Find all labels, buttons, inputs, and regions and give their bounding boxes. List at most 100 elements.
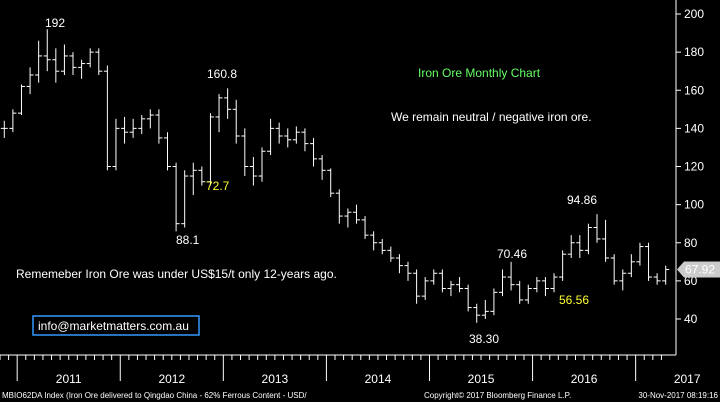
y-tick-label: 100 bbox=[684, 198, 704, 212]
ohlc-bar bbox=[129, 118, 137, 138]
ohlc-bar bbox=[447, 280, 455, 297]
ohlc-bar bbox=[352, 204, 360, 224]
ohlc-bar bbox=[206, 113, 214, 186]
ohlc-bar bbox=[653, 273, 661, 285]
x-tick-label: 2014 bbox=[365, 372, 392, 386]
ohlc-bar bbox=[60, 44, 68, 75]
ohlc-bar bbox=[155, 109, 163, 144]
ohlc-bar bbox=[267, 118, 275, 156]
data-label-low-2012: 88.1 bbox=[176, 233, 200, 247]
ohlc-bar bbox=[17, 84, 25, 116]
ohlc-bar bbox=[430, 269, 438, 285]
ohlc-bar bbox=[78, 59, 86, 79]
ohlc-bar bbox=[550, 273, 558, 293]
ohlc-bar bbox=[533, 277, 541, 293]
y-tick-label: 40 bbox=[684, 312, 698, 326]
footer-copyright: Copyright© 2017 Bloomberg Finance L.P. bbox=[424, 391, 571, 400]
ohlc-bar bbox=[344, 208, 352, 228]
ohlc-bar bbox=[438, 269, 446, 293]
x-tick-label: 2016 bbox=[571, 372, 598, 386]
ohlc-bar bbox=[662, 265, 670, 285]
ohlc-bar bbox=[413, 269, 421, 304]
ohlc-bar bbox=[224, 88, 232, 119]
ohlc-bar bbox=[567, 235, 575, 258]
ohlc-bar bbox=[456, 277, 464, 293]
x-axis: 2011 2012 2013 2014 2015 2016 2017 bbox=[0, 355, 701, 386]
ohlc-bar bbox=[95, 48, 103, 75]
ohlc-bar bbox=[559, 250, 567, 281]
ohlc-bar bbox=[499, 269, 506, 297]
ohlc-bar bbox=[507, 261, 515, 291]
data-label-peak-2011: 192 bbox=[45, 16, 65, 30]
ohlc-bar bbox=[301, 128, 309, 152]
ohlc-bar bbox=[121, 116, 129, 144]
ohlc-bar bbox=[335, 189, 343, 224]
y-tick-label: 180 bbox=[684, 45, 704, 59]
ohlc-bar bbox=[318, 155, 326, 180]
ohlc-bar bbox=[215, 94, 223, 133]
ohlc-bar bbox=[395, 254, 403, 274]
ohlc-bar bbox=[421, 277, 429, 300]
data-label-low-2015: 38.30 bbox=[469, 332, 499, 346]
history-note: Rememeber Iron Ore was under US$15/t onl… bbox=[16, 267, 337, 281]
ohlc-bars bbox=[0, 29, 670, 323]
x-tick-label: 2017 bbox=[674, 372, 701, 386]
ohlc-bar bbox=[576, 235, 584, 258]
ohlc-bar bbox=[112, 118, 120, 171]
data-label-low-2016: 56.56 bbox=[559, 293, 589, 307]
x-tick-label: 2015 bbox=[468, 372, 495, 386]
ohlc-bar bbox=[524, 284, 532, 304]
ohlc-bar bbox=[292, 126, 300, 144]
ohlc-bar bbox=[541, 277, 549, 297]
x-tick-label: 2013 bbox=[262, 372, 289, 386]
contact-box bbox=[32, 315, 200, 336]
contact-email[interactable]: info@marketmatters.com.au bbox=[38, 319, 189, 333]
ohlc-bar bbox=[232, 99, 240, 144]
ohlc-bar bbox=[636, 242, 644, 266]
ohlc-bar bbox=[86, 48, 94, 68]
ohlc-bar bbox=[370, 231, 378, 251]
ohlc-bar bbox=[593, 214, 601, 243]
ohlc-bar bbox=[361, 216, 369, 239]
footer-timestamp: 30-Nov-2017 08:19:16 bbox=[638, 391, 718, 400]
ohlc-bar bbox=[378, 238, 386, 255]
ohlc-bar bbox=[284, 128, 292, 148]
chart-title: Iron Ore Monthly Chart bbox=[418, 66, 541, 80]
ohlc-bar bbox=[241, 128, 249, 177]
ohlc-bar bbox=[181, 170, 189, 228]
ohlc-bar bbox=[103, 65, 111, 171]
y-tick-label: 80 bbox=[684, 236, 698, 250]
data-label-2012-yellow: 72.7 bbox=[206, 179, 230, 193]
ohlc-bar bbox=[602, 219, 610, 262]
ohlc-bar bbox=[327, 168, 335, 197]
ohlc-bar bbox=[146, 109, 154, 129]
ohlc-bar bbox=[275, 122, 283, 144]
last-price-marker bbox=[677, 261, 720, 278]
ohlc-bar bbox=[26, 67, 34, 95]
ohlc-bar bbox=[164, 132, 171, 171]
ohlc-bar bbox=[516, 280, 524, 304]
chart-comment: We remain neutral / negative iron ore. bbox=[391, 110, 592, 124]
ohlc-bar bbox=[0, 120, 8, 138]
ohlc-bar bbox=[464, 284, 472, 312]
ohlc-bar bbox=[627, 254, 635, 278]
ohlc-bar bbox=[249, 156, 257, 186]
footer-index-description: MBIO62DA Index (Iron Ore delivered to Qi… bbox=[2, 391, 307, 400]
x-tick-label: 2012 bbox=[158, 372, 185, 386]
ohlc-bar bbox=[619, 269, 627, 291]
ohlc-bar bbox=[138, 115, 146, 135]
ohlc-bar bbox=[35, 40, 43, 83]
ohlc-bar bbox=[52, 48, 60, 83]
ohlc-bar bbox=[9, 109, 17, 133]
ohlc-bar bbox=[69, 52, 77, 75]
data-label-peak-2013: 160.8 bbox=[207, 67, 237, 81]
ohlc-bar bbox=[172, 162, 180, 232]
ohlc-bar bbox=[490, 288, 498, 316]
ohlc-bar bbox=[473, 303, 481, 323]
ohlc-bar bbox=[481, 299, 489, 319]
ohlc-bar bbox=[645, 242, 653, 281]
y-tick-label: 140 bbox=[684, 121, 704, 135]
